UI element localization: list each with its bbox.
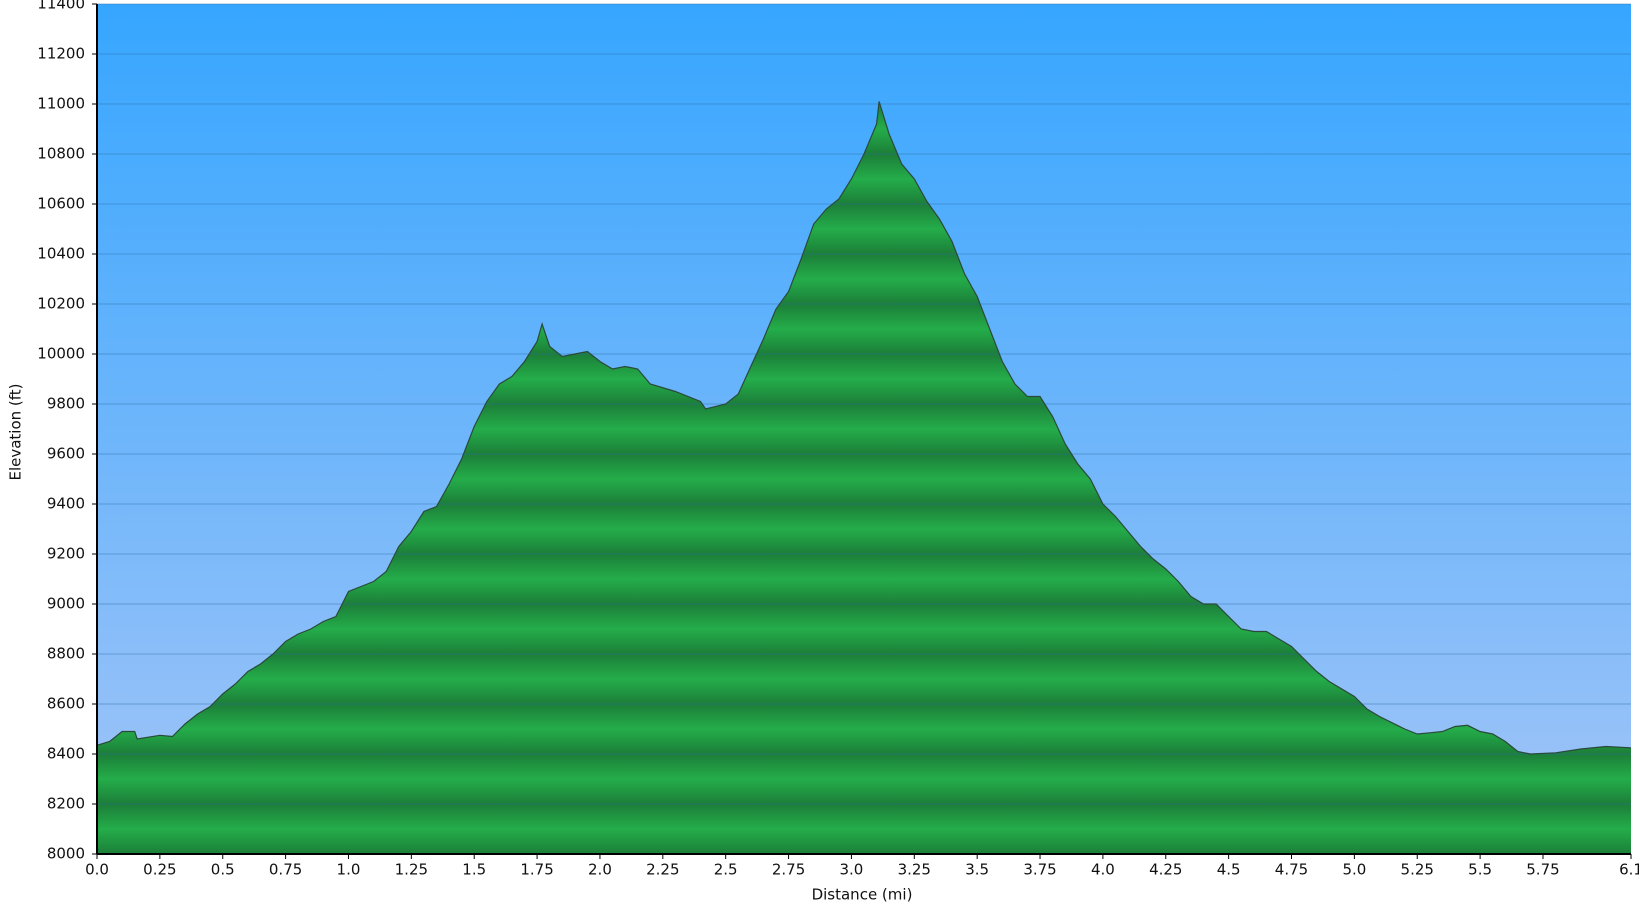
y-tick-label: 10600: [37, 195, 85, 213]
y-tick-label: 10200: [37, 295, 85, 313]
x-tick-label: 2.5: [714, 861, 738, 879]
x-tick-label: 0.75: [269, 861, 302, 879]
y-tick-label: 10400: [37, 245, 85, 263]
x-tick-label: 0.5: [211, 861, 235, 879]
x-tick-label: 2.75: [772, 861, 805, 879]
x-tick-label: 1.75: [520, 861, 553, 879]
x-tick-label: 4.75: [1275, 861, 1308, 879]
y-tick-label: 11400: [37, 0, 85, 13]
y-tick-label: 10800: [37, 145, 85, 163]
x-tick-label: 1.0: [337, 861, 361, 879]
y-tick-label: 8800: [47, 645, 85, 663]
x-tick-label: 0.25: [143, 861, 176, 879]
y-tick-label: 8400: [47, 745, 85, 763]
x-tick-label: 3.75: [1023, 861, 1056, 879]
x-tick-label: 5.0: [1342, 861, 1366, 879]
x-tick-label: 3.0: [839, 861, 863, 879]
x-tick-label: 6.1: [1619, 861, 1639, 879]
x-tick-label: 1.5: [462, 861, 486, 879]
y-tick-label: 9000: [47, 595, 85, 613]
elevation-line: [96, 101, 1632, 755]
y-tick-label: 8200: [47, 795, 85, 813]
y-tick-label: 8600: [47, 695, 85, 713]
area-fill: [97, 101, 1631, 854]
y-tick-label: 9200: [47, 545, 85, 563]
y-tick-label: 9400: [47, 495, 85, 513]
y-tick-label: 11000: [37, 95, 85, 113]
y-axis-label: Elevation (ft): [7, 383, 25, 480]
x-tick-label: 2.0: [588, 861, 612, 879]
x-tick-label: 3.5: [965, 861, 989, 879]
x-tick-label: 5.75: [1526, 861, 1559, 879]
y-tick-label: 9800: [47, 395, 85, 413]
x-tick-label: 4.5: [1217, 861, 1241, 879]
x-tick-label: 5.5: [1468, 861, 1492, 879]
x-tick-label: 4.25: [1149, 861, 1182, 879]
x-tick-label: 5.25: [1401, 861, 1434, 879]
x-tick-label: 2.25: [646, 861, 679, 879]
y-tick-label: 10000: [37, 345, 85, 363]
y-tick-label: 8000: [47, 845, 85, 863]
x-tick-label: 4.0: [1091, 861, 1115, 879]
x-tick-label: 3.25: [898, 861, 931, 879]
x-axis-label: Distance (mi): [812, 886, 913, 904]
x-tick-label: 0.0: [85, 861, 109, 879]
y-tick-label: 11200: [37, 45, 85, 63]
y-tick-label: 9600: [47, 445, 85, 463]
x-tick-label: 1.25: [395, 861, 428, 879]
